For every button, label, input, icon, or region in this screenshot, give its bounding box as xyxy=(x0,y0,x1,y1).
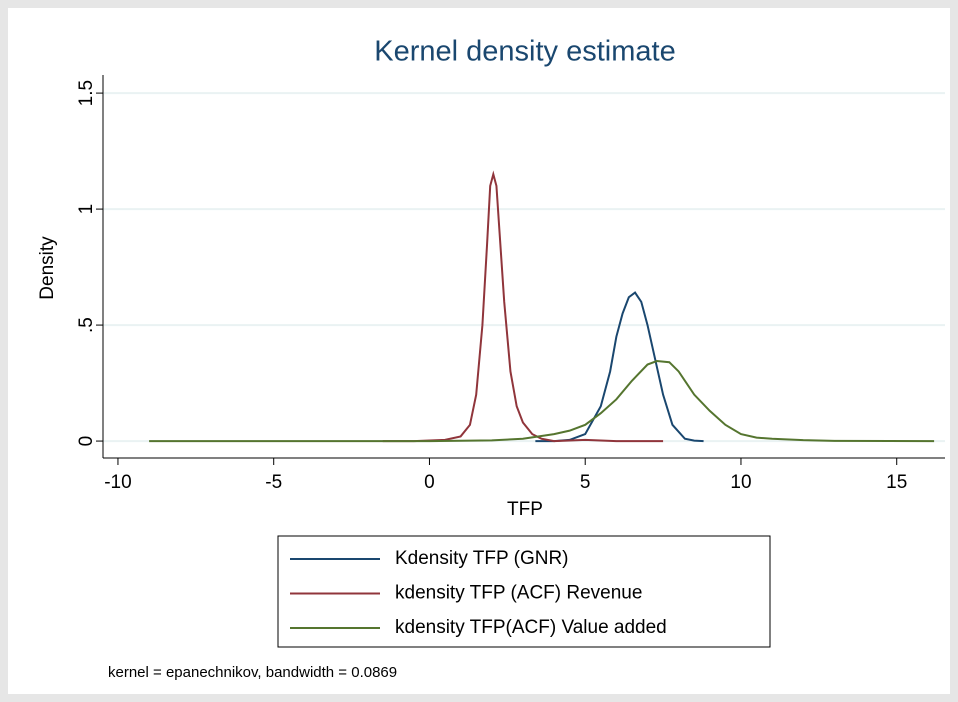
x-axis-title: TFP xyxy=(507,499,543,520)
legend-label: Kdensity TFP (GNR) xyxy=(395,548,569,569)
chart-title: Kernel density estimate xyxy=(374,36,675,68)
y-tick-label: 1 xyxy=(76,204,97,215)
x-tick-label: -5 xyxy=(265,472,282,493)
x-tick-label: 10 xyxy=(730,472,751,493)
note: kernel = epanechnikov, bandwidth = 0.086… xyxy=(108,664,397,681)
y-tick-label: 1.5 xyxy=(76,80,97,106)
legend-label: kdensity TFP (ACF) Revenue xyxy=(395,583,642,604)
series-line xyxy=(382,170,664,443)
series-line xyxy=(149,360,935,443)
x-tick-label: -10 xyxy=(104,472,131,493)
x-tick-label: 15 xyxy=(886,472,907,493)
y-tick-label: .5 xyxy=(76,317,97,333)
x-tick-label: 5 xyxy=(580,472,591,493)
y-tick-label: 0 xyxy=(76,436,97,447)
series-line xyxy=(535,291,704,443)
legend-label: kdensity TFP(ACF) Value added xyxy=(395,617,667,638)
x-tick-label: 0 xyxy=(424,472,435,493)
y-axis-title: Density xyxy=(37,236,58,300)
